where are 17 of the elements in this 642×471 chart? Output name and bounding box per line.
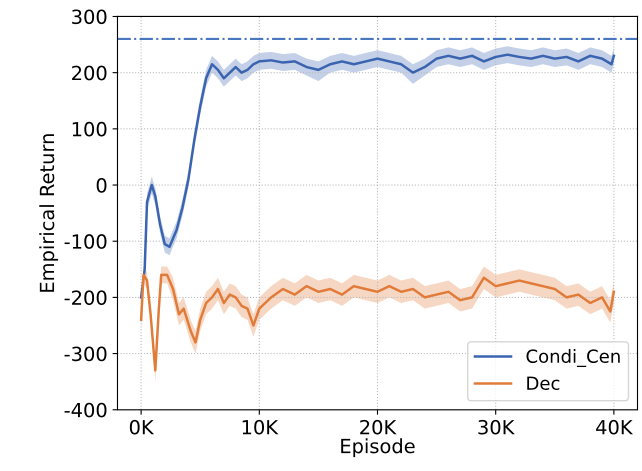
y-tick-label: 100 bbox=[72, 122, 106, 137]
y-tick-label: -100 bbox=[64, 234, 106, 249]
legend-label: Dec bbox=[527, 376, 560, 390]
y-tick-label: -300 bbox=[64, 346, 106, 362]
x-tick-label: 0K bbox=[130, 420, 154, 435]
x-tick-label: 40K bbox=[596, 420, 634, 435]
y-tick-label: 200 bbox=[72, 66, 106, 80]
x-tick-label: 30K bbox=[478, 420, 515, 435]
legend-label: Condi_Cen bbox=[526, 349, 620, 368]
y-axis-title: Empirical Return bbox=[39, 134, 58, 292]
x-tick-label: 10K bbox=[242, 420, 278, 435]
x-tick-label: 20K bbox=[360, 420, 397, 435]
y-tick-label: -200 bbox=[64, 290, 106, 306]
x-axis-title: Episode bbox=[341, 438, 415, 458]
y-tick-label: -400 bbox=[64, 402, 106, 418]
y-tick-label: 0 bbox=[96, 178, 106, 193]
y-tick-label: 300 bbox=[72, 9, 106, 24]
